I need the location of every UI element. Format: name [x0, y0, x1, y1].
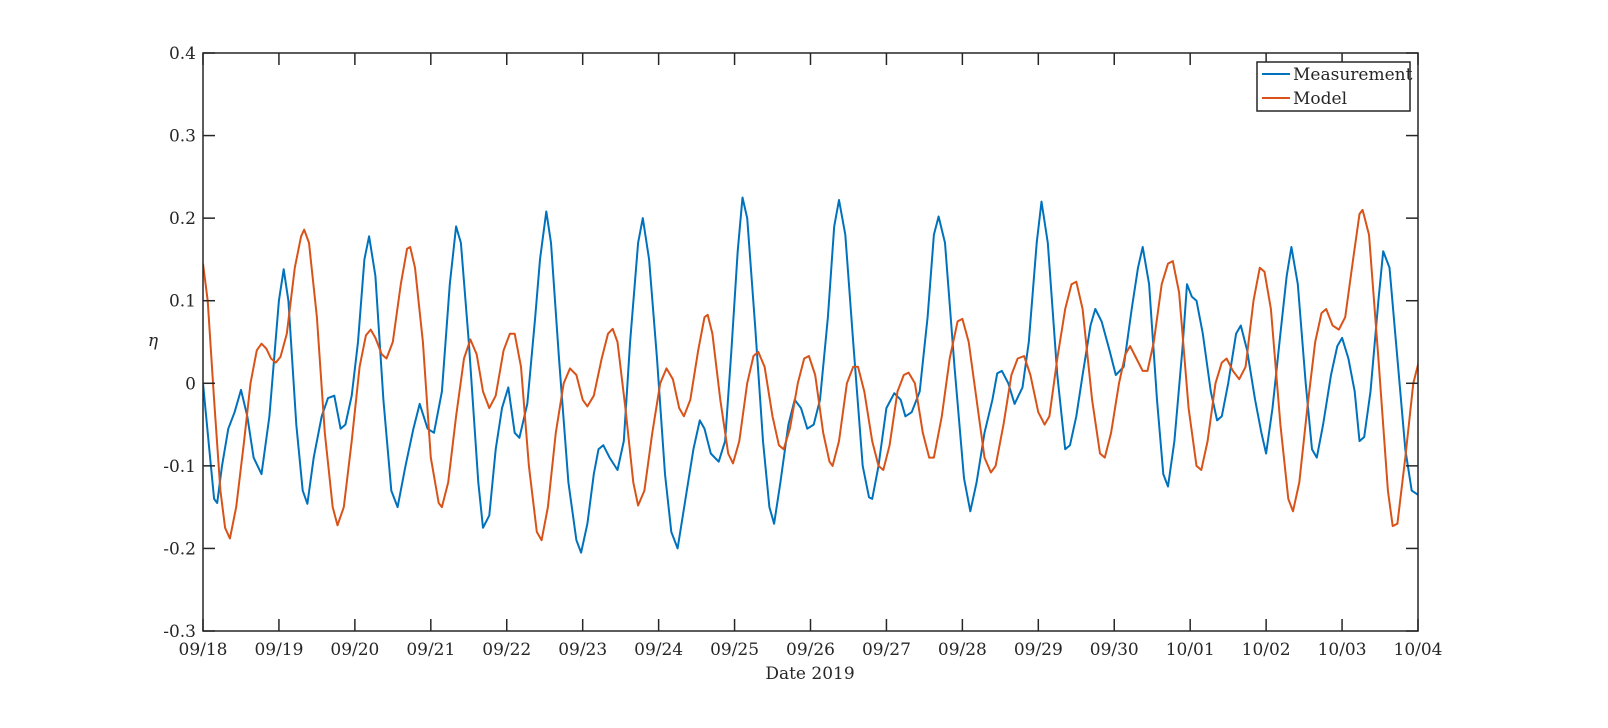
y-tick-label: 0.4	[169, 44, 196, 64]
x-tick-label: 09/28	[938, 640, 987, 660]
x-tick-label: 09/21	[406, 640, 455, 660]
x-axis-label: Date 2019	[765, 664, 854, 684]
plot-area	[203, 53, 1418, 631]
x-tick-label: 09/18	[179, 640, 228, 660]
x-tick-label: 09/24	[634, 640, 683, 660]
series-layer	[203, 196, 1418, 554]
x-tick-label: 09/22	[482, 640, 531, 660]
x-tick-label: 10/01	[1166, 640, 1215, 660]
x-tick-label: 09/20	[330, 640, 379, 660]
y-axis-label: η	[148, 331, 159, 351]
tick-layer: 09/18 09/19 09/20 09/21 09/22 09/23 09/24 09/25…	[163, 44, 1442, 660]
y-tick-label: 0	[185, 374, 196, 394]
y-tick-label: -0.1	[163, 457, 196, 477]
x-tick-label: 09/23	[558, 640, 607, 660]
x-tick-label: 09/25	[710, 640, 759, 660]
x-tick-label: 09/26	[786, 640, 835, 660]
plot-frame	[202, 52, 1419, 632]
legend: Measurement Model	[1256, 61, 1413, 112]
legend-box	[1256, 61, 1411, 112]
y-tick-label: 0.1	[169, 292, 196, 312]
x-tick-label: 10/04	[1394, 640, 1443, 660]
x-tick-label: 09/27	[862, 640, 911, 660]
x-tick-label: 10/02	[1242, 640, 1291, 660]
series-line-measurement	[203, 196, 1418, 554]
x-tick-label: 09/29	[1014, 640, 1063, 660]
x-tick-label: 09/30	[1090, 640, 1139, 660]
series-line-model	[203, 208, 1418, 542]
x-tick-label: 10/03	[1318, 640, 1367, 660]
y-tick-label: 0.3	[169, 127, 196, 147]
y-tick-label: -0.2	[163, 539, 196, 559]
x-tick-label: 09/19	[254, 640, 303, 660]
y-tick-label: -0.3	[163, 622, 196, 642]
legend-label-model: Model	[1293, 89, 1347, 109]
legend-label-measurement: Measurement	[1293, 65, 1413, 85]
y-tick-label: 0.2	[169, 209, 196, 229]
